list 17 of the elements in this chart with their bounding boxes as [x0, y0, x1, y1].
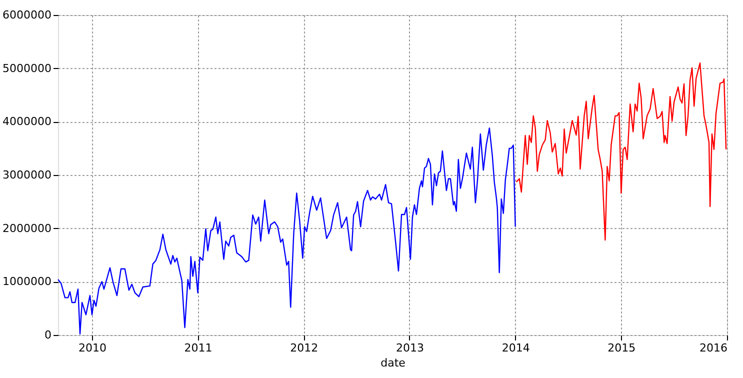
- y-tick-label: 0: [44, 328, 52, 342]
- x-tick-label: 2014: [502, 342, 530, 354]
- x-tick-label: 2015: [608, 342, 636, 354]
- line-series: [516, 62, 727, 241]
- line-series: [57, 127, 516, 335]
- y-tick-label: 2000000: [2, 222, 52, 235]
- y-tick-label: 3000000: [2, 168, 52, 182]
- x-tick-label: 2016: [700, 342, 728, 354]
- x-axis-title: date: [380, 356, 406, 370]
- y-tick-label: 6000000: [2, 8, 52, 22]
- y-tick-label: 4000000: [2, 115, 52, 128]
- x-tick-label: 2011: [184, 342, 212, 354]
- y-tick-label: 5000000: [2, 62, 52, 75]
- y-tick-label: 1000000: [2, 275, 52, 288]
- x-tick-label: 2013: [396, 342, 424, 354]
- x-tick-label: 2010: [78, 342, 106, 354]
- x-tick-label: 2012: [290, 342, 318, 354]
